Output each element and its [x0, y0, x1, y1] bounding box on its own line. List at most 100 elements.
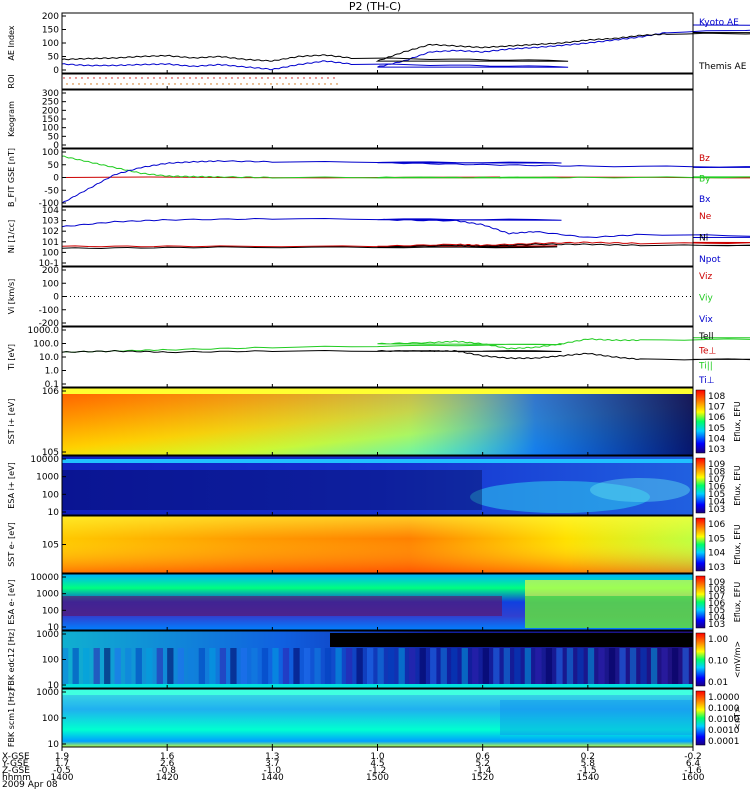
fbk1-stripe: [345, 648, 353, 684]
roi-dot: [294, 83, 296, 85]
roi-dot: [219, 77, 221, 79]
fbk1-stripe: [577, 648, 584, 684]
esa1-ylabel: ESA i+ [eV]: [7, 462, 16, 508]
fbk2-blue-region: [500, 700, 693, 735]
fbk2-ytick-label: 10: [48, 740, 60, 750]
ti-legend-0: Tell: [698, 332, 714, 342]
roi-dot: [147, 77, 149, 79]
roi-dot: [336, 83, 338, 85]
keogram-ylabel: Keogram: [7, 101, 16, 137]
fbk1-colorbar-tick: 0.01: [708, 678, 728, 688]
ni-legend-2: Npot: [699, 255, 721, 265]
fbk1-stripe: [377, 648, 384, 684]
ti-ytick-label: 1000.0: [28, 326, 60, 336]
roi-dot: [108, 83, 110, 85]
ti-legend-3: Ti⊥: [698, 376, 715, 386]
roi-dot: [237, 77, 239, 79]
fbk2-colorbar-tick: 0.0100: [708, 715, 740, 725]
esa1-ytick-label: 10: [48, 508, 60, 518]
roi-dot: [234, 83, 236, 85]
fbk1-stripe: [240, 648, 248, 684]
sst2-ylabel: SST e- [eV]: [7, 522, 16, 567]
roi-dot: [270, 83, 272, 85]
esa2-colorbar-tick: 107: [708, 592, 725, 602]
fbk1-stripe: [293, 648, 300, 684]
fbk1-ytick-label: 1000: [36, 630, 59, 640]
fbk1-stripe: [230, 648, 237, 684]
roi-dot: [153, 77, 155, 79]
fbk1-stripe: [398, 648, 405, 684]
sst2-colorbar-tick: 105: [708, 534, 725, 544]
fbk1-stripe: [619, 648, 626, 684]
esa2-ytick-label: 10: [48, 623, 60, 633]
roi-dot: [123, 77, 125, 79]
esa2-yellow-region: [525, 580, 693, 596]
roi-dot: [171, 77, 173, 79]
roi-dot: [84, 83, 86, 85]
fbk1-stripe: [671, 648, 679, 684]
fbk2-colorbar-label: <nT>: [733, 706, 742, 729]
roi-dot: [285, 77, 287, 79]
fbk1-stripe: [156, 648, 163, 684]
ae-legend-0: Kyoto AE: [699, 18, 739, 28]
roi-dot: [138, 83, 140, 85]
fbk2-colorbar-tick: 0.0010: [708, 726, 740, 736]
vi-ytick-label: -200: [39, 319, 60, 329]
fbk1-stripe: [282, 648, 290, 684]
roi-dot: [288, 83, 290, 85]
roi-dot: [201, 77, 203, 79]
roi-dot: [93, 77, 95, 79]
ni-legend-0: Ne: [699, 212, 712, 222]
page-title: P2 (TH-C): [348, 0, 402, 13]
roi-dot: [162, 83, 164, 85]
vi-ytick-label: 200: [42, 266, 59, 276]
bfit-ytick-label: -50: [44, 186, 59, 196]
fbk1-stripe: [650, 648, 658, 684]
fbk1-stripe: [177, 648, 184, 684]
fbk1-stripe: [335, 648, 342, 684]
xaxis-z-gse-value: -1.4: [474, 766, 492, 776]
fbk1-stripe: [366, 648, 374, 684]
esa2-ytick-label: 10000: [30, 573, 59, 583]
ae-ytick-label: 50: [48, 53, 60, 63]
esa1-colorbar: [695, 457, 706, 514]
roi-dot: [111, 77, 113, 79]
fbk2-colorbar-tick: 0.0001: [708, 737, 740, 747]
fbk1-stripe: [503, 648, 511, 684]
fbk1-stripe: [587, 648, 595, 684]
keogram-ytick-label: 150: [42, 115, 59, 125]
roi-dot: [174, 83, 176, 85]
fbk1-stripe: [440, 648, 447, 684]
bfit-legend-2: Bx: [699, 195, 711, 205]
xaxis-x-gse-value: 1.0: [370, 752, 385, 762]
roi-dot: [276, 83, 278, 85]
roi-dot: [264, 83, 266, 85]
esa1-colorbar-tick: 105: [708, 490, 725, 500]
fbk1-dark-region: [330, 633, 693, 647]
fbk1-stripe: [472, 648, 479, 684]
fbk1-stripe: [198, 648, 206, 684]
roi-dot: [318, 83, 320, 85]
roi-dot: [132, 83, 134, 85]
xaxis-z-gse-value: -1.5: [579, 766, 597, 776]
roi-dot: [165, 77, 167, 79]
roi-dot: [306, 83, 308, 85]
roi-dot: [81, 77, 83, 79]
fbk1-stripe: [409, 648, 416, 684]
fbk2-ytick-label: 100: [42, 714, 59, 724]
esa2-colorbar-tick: 104: [708, 613, 725, 623]
fbk1-ytick-label: 10: [48, 681, 60, 691]
ti-legend-2: Ti||: [698, 361, 713, 371]
xaxis-y-gse-value: 1.7: [55, 759, 69, 769]
roi-dot: [315, 77, 317, 79]
ni-ytick-label: 100: [42, 248, 59, 258]
xaxis-z-gse-value: -1.2: [369, 766, 387, 776]
ni-ytick-label: 101: [42, 238, 59, 248]
esa1-colorbar-tick: 104: [708, 498, 725, 508]
roi-dot: [309, 77, 311, 79]
roi-dot: [258, 83, 260, 85]
xaxis-y-gse-value: 5.8: [581, 759, 596, 769]
fbk1-stripe: [303, 648, 311, 684]
fbk1-stripe: [598, 648, 605, 684]
fbk2-colorbar-tick: 0.1000: [708, 704, 740, 714]
